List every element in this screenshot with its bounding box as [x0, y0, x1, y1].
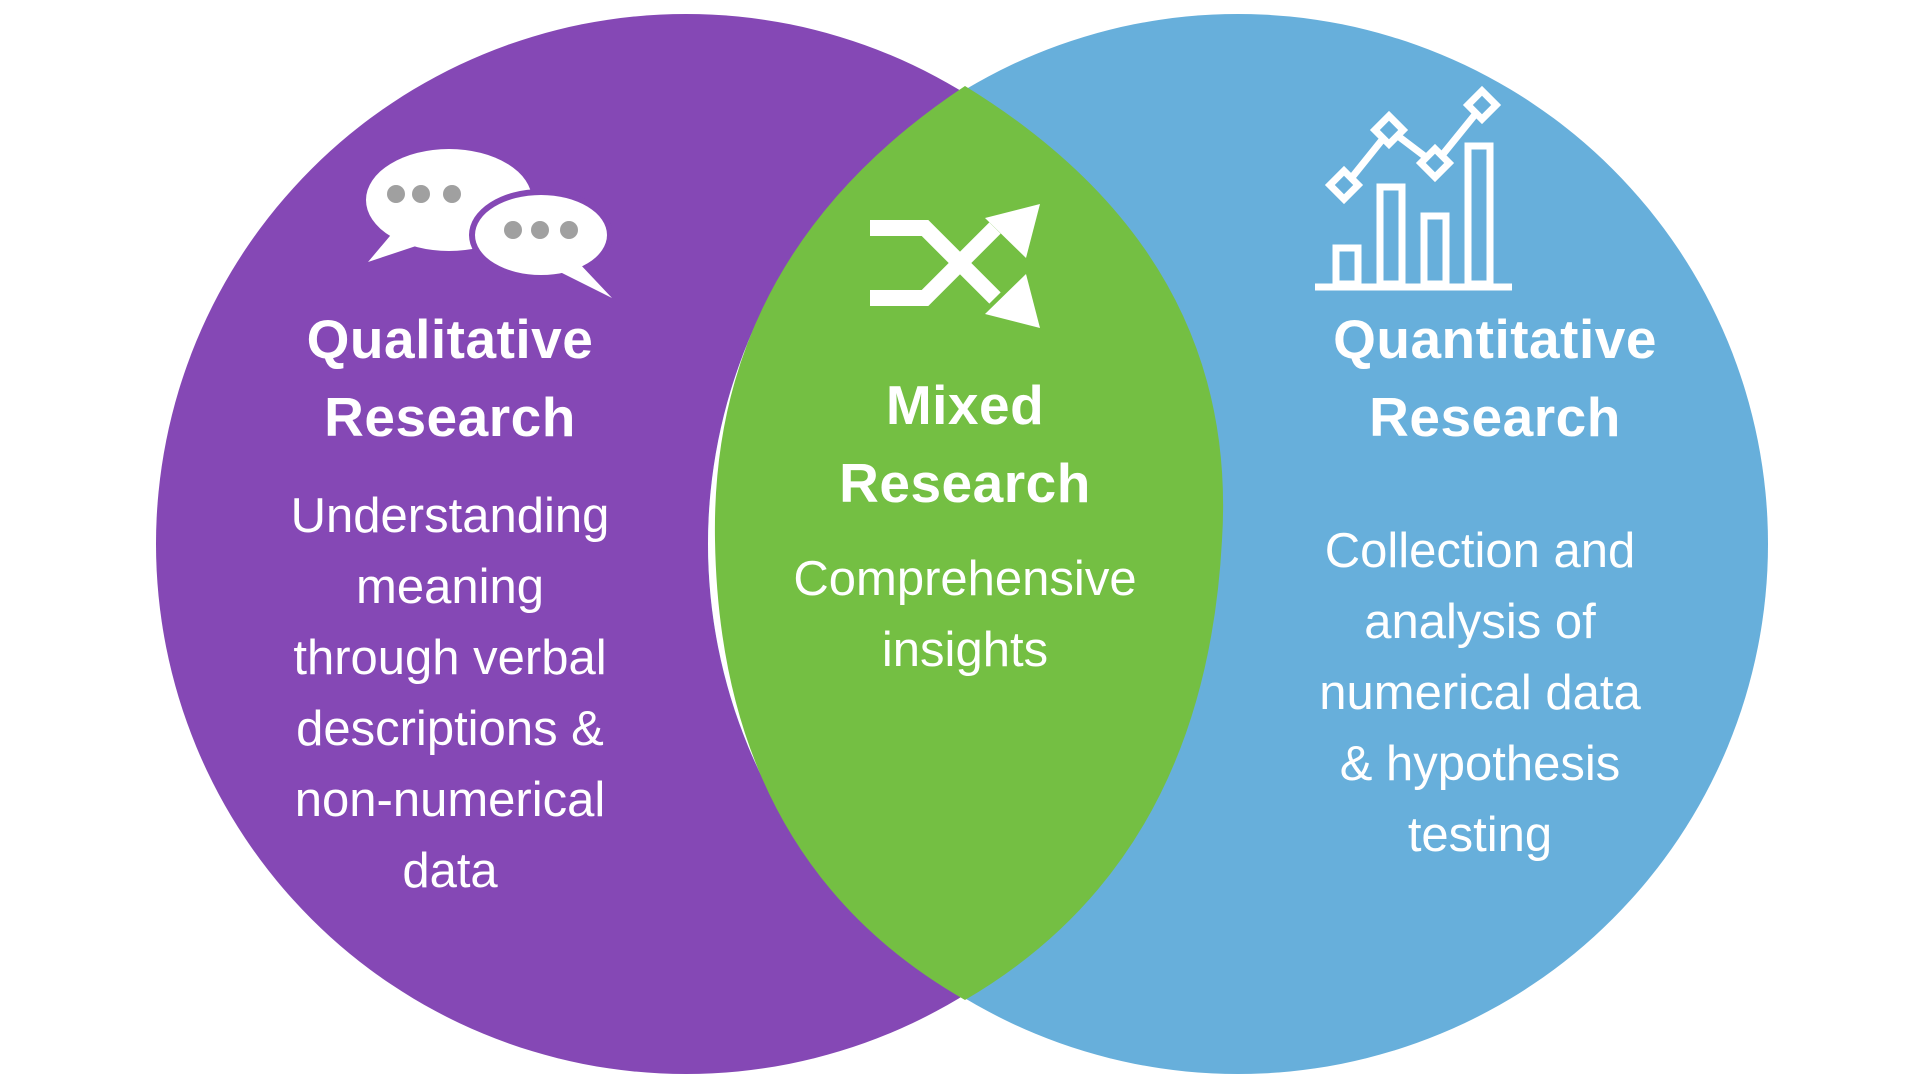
desc-line: meaning — [356, 560, 544, 614]
quantitative-section: Quantitative Research Collection and ana… — [1280, 300, 1710, 871]
title-line: Quantitative — [1333, 308, 1657, 370]
desc-line: numerical data — [1319, 666, 1641, 720]
bar-line-chart-icon — [1315, 85, 1512, 291]
title-line: Research — [324, 386, 576, 448]
title-line: Research — [1369, 386, 1621, 448]
title-line: Mixed — [885, 374, 1045, 436]
desc-line: Collection and — [1324, 524, 1636, 578]
quantitative-description: Collection and analysis of numerical dat… — [1265, 516, 1695, 871]
qualitative-description: Understanding meaning through verbal des… — [250, 481, 650, 907]
desc-line: non-numerical — [294, 773, 606, 827]
mixed-title: Mixed Research — [765, 366, 1165, 522]
speech-bubbles-icon — [366, 149, 613, 298]
title-line: Qualitative — [306, 308, 594, 370]
title-line: Research — [839, 452, 1091, 514]
desc-line: through verbal — [293, 631, 607, 685]
desc-line: Comprehensive — [793, 552, 1137, 606]
bubble-dots — [387, 185, 578, 239]
desc-line: descriptions & — [296, 702, 604, 756]
qualitative-title: Qualitative Research — [250, 300, 650, 456]
desc-line: & hypothesis — [1339, 737, 1621, 791]
qualitative-section: Qualitative Research Understanding meani… — [250, 300, 650, 907]
desc-line: testing — [1407, 808, 1553, 862]
desc-line: insights — [881, 623, 1049, 677]
desc-line: data — [402, 844, 498, 898]
desc-line: Understanding — [290, 489, 610, 543]
desc-line: analysis of — [1364, 595, 1596, 649]
mixed-lens — [714, 86, 1224, 1000]
shuffle-arrows-icon — [870, 204, 1040, 328]
mixed-section: Mixed Research Comprehensive insights — [765, 366, 1165, 686]
quantitative-title: Quantitative Research — [1280, 300, 1710, 456]
mixed-description: Comprehensive insights — [765, 544, 1165, 686]
